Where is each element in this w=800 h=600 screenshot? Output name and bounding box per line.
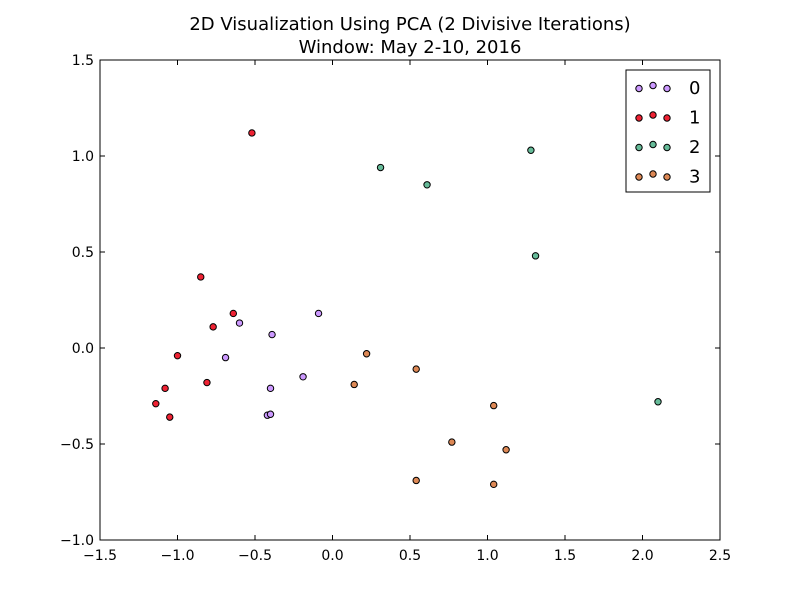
legend-marker [635, 173, 643, 181]
data-point-series-3-6 [412, 476, 420, 485]
legend-entry-3: 3 [635, 167, 700, 188]
data-point-series-3-0 [362, 350, 371, 358]
data-point-series-2-1 [423, 181, 431, 189]
data-point-series-1-3 [209, 323, 217, 331]
data-point-series-3-7 [490, 480, 498, 489]
x-tick-label: −0.5 [238, 548, 272, 564]
data-point-series-0-4 [299, 373, 307, 381]
x-tick-label: 1.0 [476, 548, 498, 564]
data-point-series-0-3 [221, 353, 230, 362]
legend-marker [663, 114, 671, 122]
ticks-layer: −1.5 −1.0 −0.5 0.0 0.5 1.0 1.5 2.0 2.5−1.0−0.50.… [60, 53, 731, 564]
data-point-series-3-3 [490, 401, 498, 410]
legend-marker [663, 143, 671, 152]
legend-label: 2 [689, 137, 700, 158]
data-point-series-1-1 [197, 273, 205, 281]
x-tick-label: 2.5 [709, 548, 731, 564]
x-tick-label: 1.5 [554, 548, 576, 564]
legend-label: 0 [689, 78, 700, 99]
chart-subtitle: Window: May 2-10, 2016 [299, 37, 522, 58]
data-point-series-0-7 [266, 410, 275, 418]
y-tick-label: 1.5 [72, 53, 94, 69]
x-tick-label: 2.0 [631, 548, 653, 564]
data-point-series-1-0 [248, 129, 256, 137]
legend-label: 3 [689, 167, 700, 188]
data-point-series-0-5 [266, 384, 275, 393]
data-point-series-2-0 [376, 163, 385, 172]
data-point-series-0-0 [235, 319, 244, 327]
legend-marker [635, 143, 643, 152]
data-point-series-0-2 [314, 309, 323, 318]
legend-marker [635, 114, 643, 122]
x-tick-label: 0.0 [321, 548, 343, 564]
data-point-series-1-8 [166, 413, 174, 421]
data-point-series-1-4 [173, 351, 182, 360]
data-point-series-3-4 [448, 438, 456, 446]
legend-marker [663, 84, 671, 93]
data-point-series-1-5 [203, 378, 211, 387]
legend-entry-2: 2 [635, 137, 700, 158]
legend-marker [649, 111, 657, 119]
legend-marker [635, 84, 643, 93]
x-tick-label: −1.5 [83, 548, 117, 564]
y-tick-label: 1.0 [72, 149, 94, 165]
x-tick-label: 0.5 [399, 548, 421, 564]
data-point-series-0-1 [268, 330, 276, 339]
points-layer [152, 129, 662, 489]
data-point-series-2-4 [654, 398, 662, 406]
legend-marker [649, 170, 657, 178]
y-tick-label: −1.0 [60, 533, 94, 549]
data-point-series-3-1 [350, 380, 358, 389]
data-point-series-3-5 [502, 446, 510, 454]
legend-label: 1 [689, 108, 700, 129]
plot-frame [99, 59, 721, 541]
legend-entry-0: 0 [635, 78, 700, 99]
legend-marker [663, 173, 671, 181]
y-tick-label: 0.0 [72, 341, 94, 357]
legend: 0 1 2 3 [625, 69, 711, 193]
x-tick-label: −1.0 [161, 548, 195, 564]
data-point-series-2-3 [531, 252, 540, 260]
legend-marker [649, 140, 657, 149]
data-point-series-3-2 [412, 365, 420, 373]
data-point-series-1-2 [229, 309, 238, 318]
chart-title: 2D Visualization Using PCA (2 Divisive I… [189, 14, 630, 35]
legend-marker [649, 81, 657, 90]
y-tick-label: −0.5 [60, 437, 94, 453]
legend-entry-1: 1 [635, 108, 700, 129]
data-point-series-1-6 [161, 384, 169, 393]
y-tick-label: 0.5 [72, 245, 94, 261]
data-point-series-2-2 [527, 146, 535, 154]
data-point-series-1-7 [152, 399, 160, 408]
